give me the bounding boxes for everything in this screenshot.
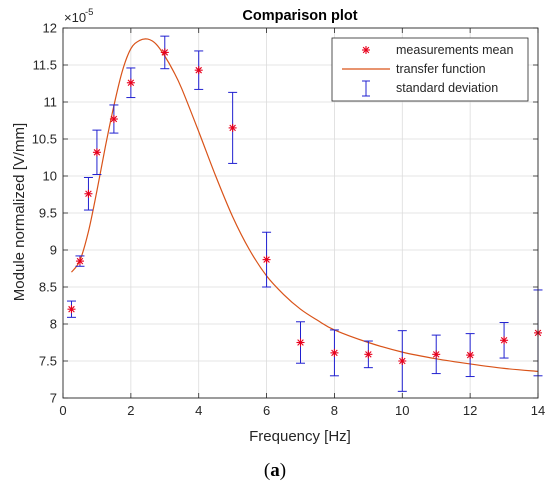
y-tick-label: 11 — [44, 95, 58, 110]
caption-letter: a — [270, 460, 280, 481]
exponent-power: -5 — [85, 7, 93, 18]
chart-legend: measurements mean transfer function stan… — [331, 37, 529, 102]
subfigure-caption: (a) — [0, 460, 550, 482]
chart-title: Comparison plot — [242, 8, 357, 24]
measurement-point — [364, 350, 373, 359]
y-tick-label: 10 — [43, 169, 57, 184]
exponent-base: ×10 — [64, 10, 86, 25]
axis-ticks: 0 2 4 6 8 10 12 14 7 7.5 8 8.5 9 9.5 10 10.5 11 11.5 12 — [32, 21, 546, 419]
measurement-point — [67, 305, 76, 314]
measurement-point — [398, 357, 407, 365]
asterisk-stroke — [229, 124, 236, 132]
measurement-point — [500, 336, 509, 345]
asterisk-stroke — [331, 349, 338, 357]
measurement-point — [160, 48, 169, 57]
y-tick-label: 9.5 — [39, 206, 57, 221]
y-tick-label: 8.5 — [39, 280, 57, 295]
asterisk-stroke — [432, 351, 440, 358]
measurement-point — [75, 257, 84, 266]
asterisk-stroke — [110, 115, 118, 123]
x-tick-label: 8 — [331, 403, 338, 418]
x-tick-label: 10 — [395, 403, 409, 418]
measurement-point — [92, 148, 101, 157]
legend-label-transfer-function: transfer function — [396, 62, 486, 76]
asterisk-stroke — [76, 257, 84, 265]
measurement-point — [330, 348, 339, 357]
asterisk-stroke — [297, 339, 304, 346]
measurement-point — [432, 350, 441, 359]
y-tick-label: 7 — [50, 391, 57, 406]
y-tick-label: 12 — [43, 21, 57, 36]
measurement-point — [262, 255, 271, 264]
asterisk-stroke — [127, 79, 135, 87]
asterisk-stroke — [68, 305, 75, 313]
asterisk-stroke — [85, 190, 92, 198]
asterisk-stroke — [500, 337, 508, 344]
measurement-point — [466, 351, 475, 360]
x-tick-label: 12 — [463, 403, 477, 418]
measurement-point — [296, 338, 305, 347]
legend-symbols — [342, 46, 390, 97]
x-tick-label: 0 — [59, 403, 66, 418]
measurement-point — [228, 123, 237, 132]
measurement-point — [109, 115, 118, 124]
y-axis-label: Module normalized [V/mm] — [11, 123, 28, 301]
measurement-point — [194, 66, 203, 75]
x-tick-label: 2 — [127, 403, 134, 418]
asterisk-stroke — [161, 49, 169, 56]
y-tick-label: 7.5 — [39, 354, 57, 369]
caption-close-paren: ) — [279, 460, 287, 481]
asterisk-stroke — [365, 351, 372, 358]
measurement-point — [84, 189, 93, 198]
y-tick-label: 10.5 — [32, 132, 57, 147]
y-tick-label: 9 — [50, 243, 57, 258]
legend-symbol-standard-deviation — [362, 80, 370, 97]
y-tick-label: 8 — [50, 317, 57, 332]
asterisk-stroke — [195, 66, 202, 74]
y-tick-label: 11.5 — [33, 58, 57, 73]
asterisk-stroke — [263, 256, 270, 263]
measurement-point — [126, 78, 135, 87]
caption-open-paren: ( — [263, 460, 271, 481]
x-axis-label: Frequency [Hz] — [249, 428, 351, 445]
legend-label-standard-deviation: standard deviation — [396, 81, 498, 95]
x-tick-label: 4 — [195, 403, 202, 418]
x-tick-label: 6 — [263, 403, 270, 418]
x-tick-label: 14 — [531, 403, 545, 418]
asterisk-stroke — [93, 149, 101, 156]
asterisk-stroke — [399, 357, 406, 365]
legend-symbol-measurements — [362, 46, 370, 54]
y-exponent-label: ×10 -5 — [64, 7, 93, 25]
legend-label-measurements: measurements mean — [396, 43, 513, 57]
asterisk-stroke — [362, 46, 370, 54]
asterisk-stroke — [466, 351, 474, 359]
